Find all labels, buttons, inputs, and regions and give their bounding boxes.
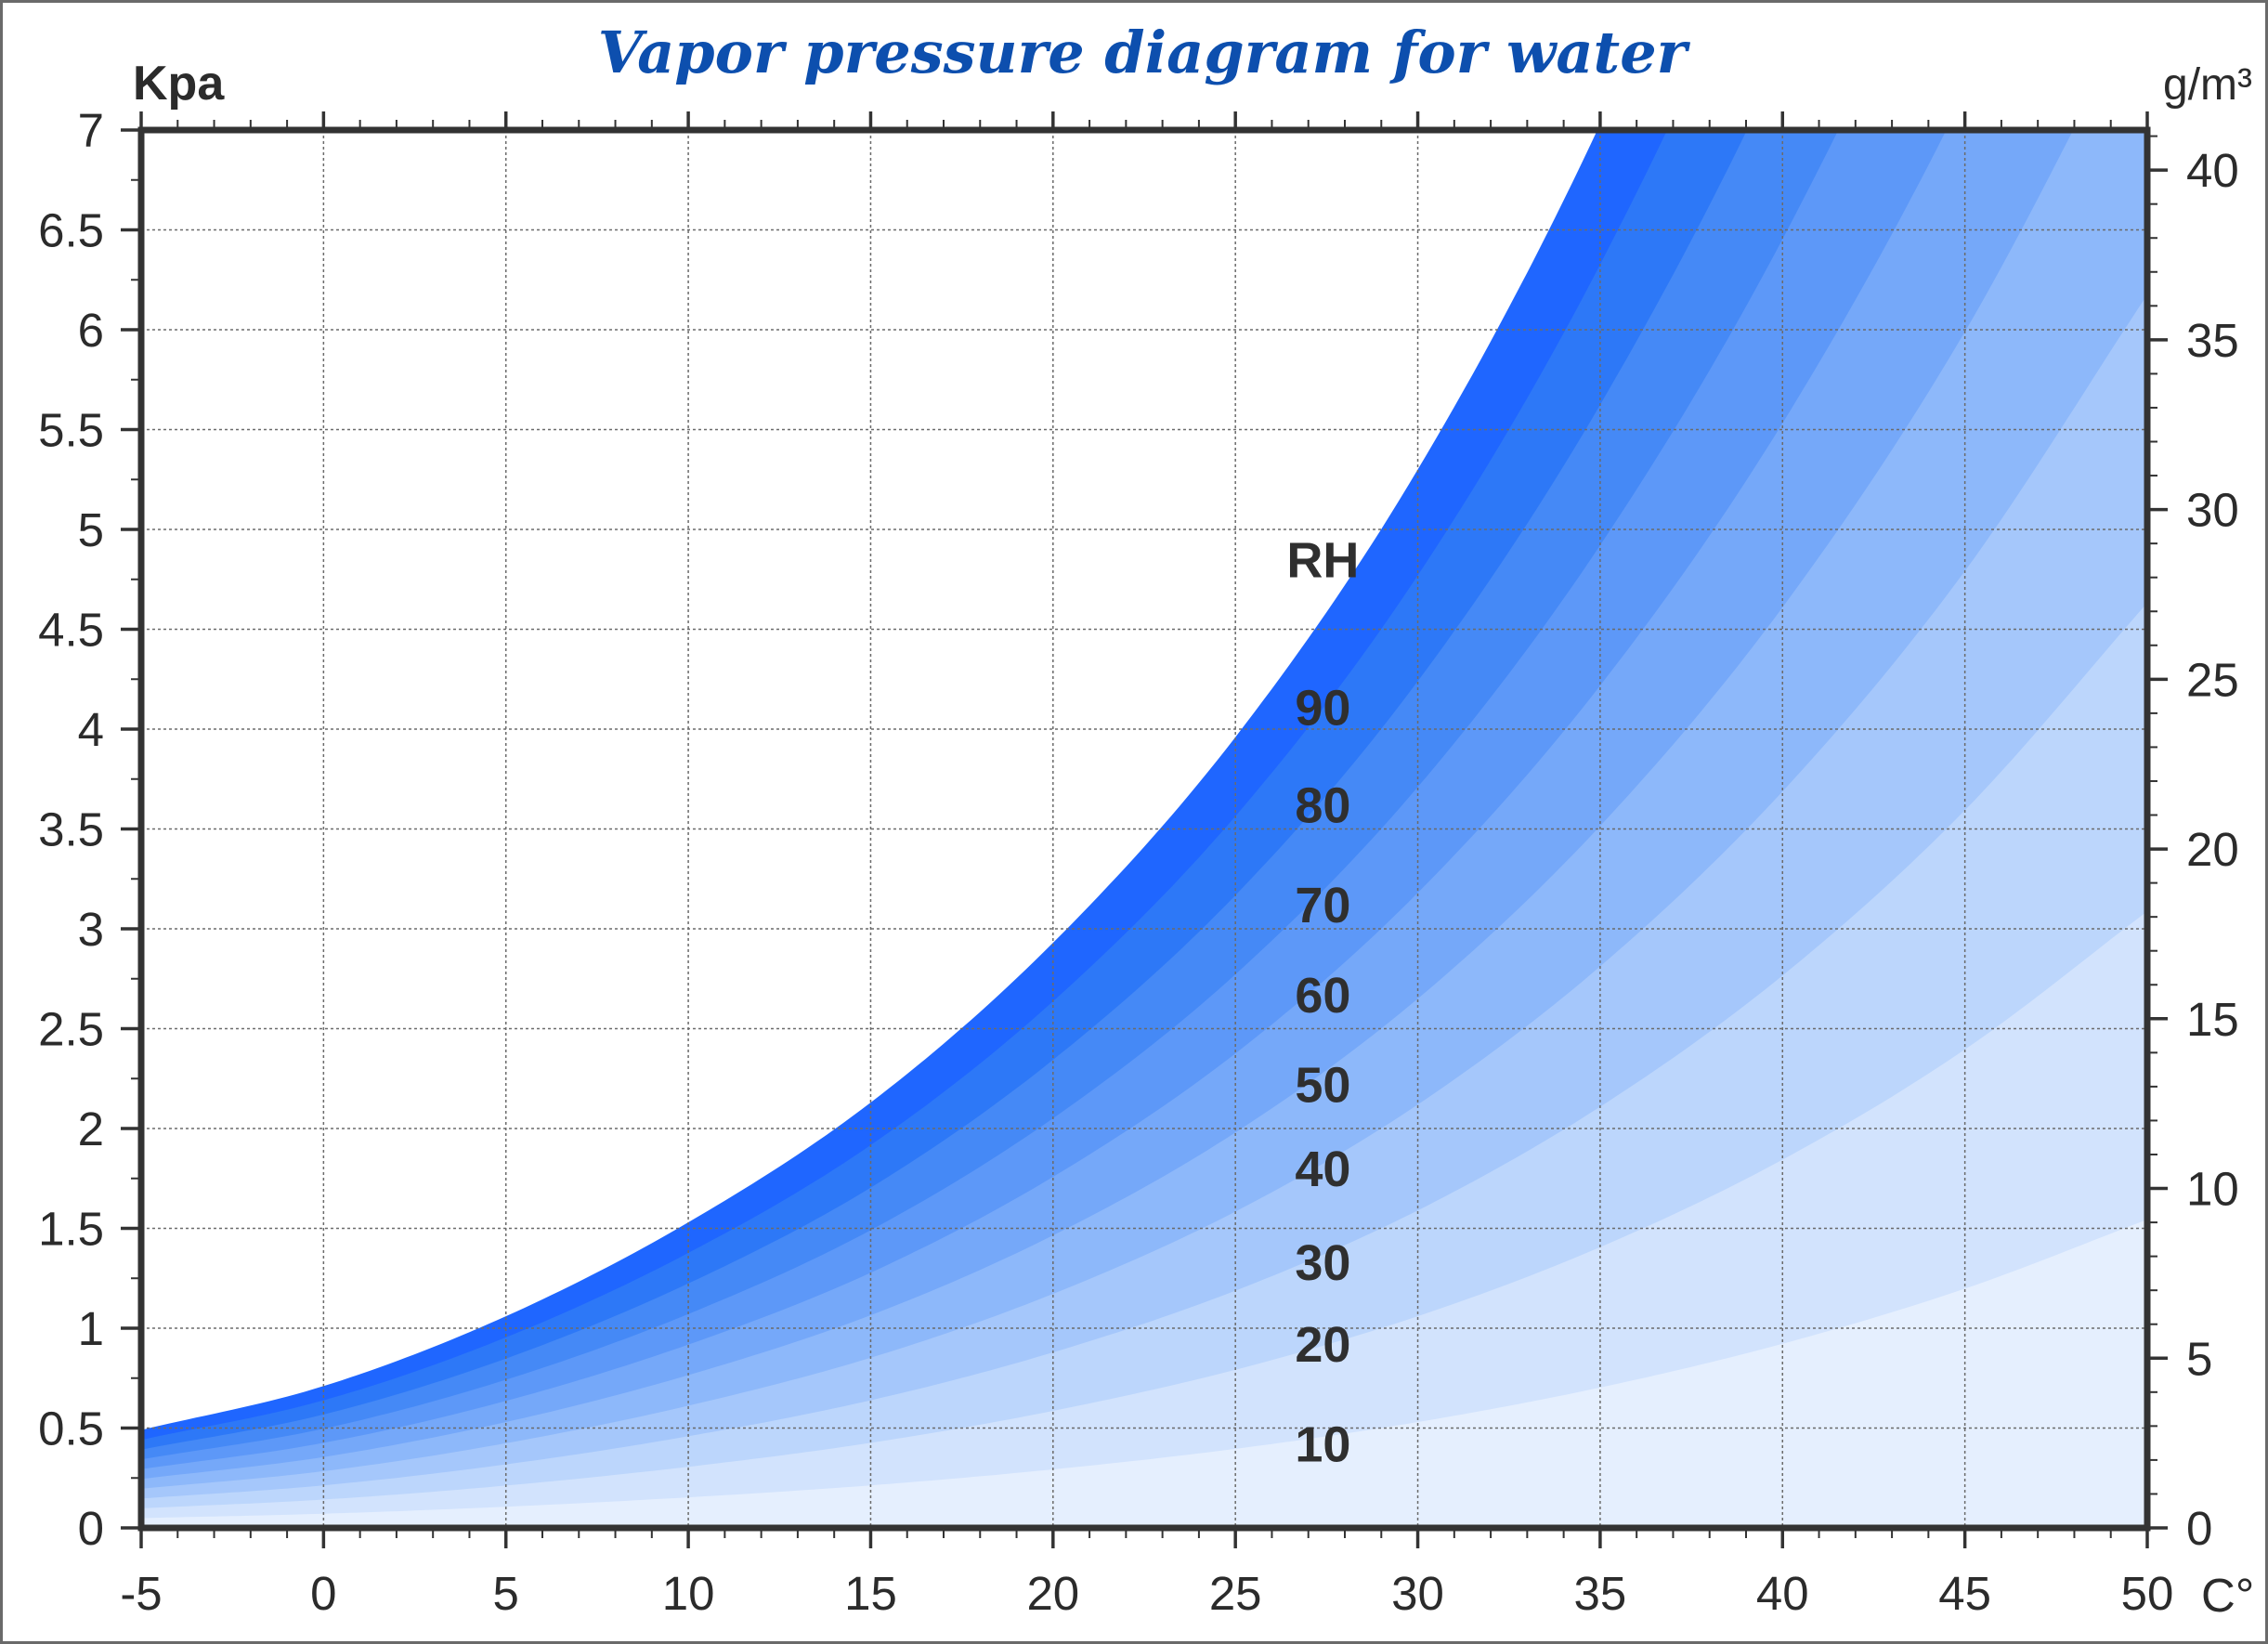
y-tick-label-5: 5 [78, 503, 104, 556]
rh-label-40: 40 [1295, 1142, 1350, 1197]
x-tick-label-5: 5 [493, 1567, 519, 1620]
rh-label-20: 20 [1295, 1317, 1350, 1373]
x-tick-label-40: 40 [1756, 1567, 1809, 1620]
y-tick-label-5.5: 5.5 [38, 404, 104, 457]
y-tick-label-1: 1 [78, 1302, 104, 1355]
y-tick-label-6.5: 6.5 [38, 204, 104, 257]
rh-labels: RH 90 80 70 60 50 40 30 20 10 [1286, 532, 1359, 1472]
x-tick-label-45: 45 [1938, 1567, 1991, 1620]
rh-band-10 [141, 1220, 2147, 1528]
y2-tick-label-30: 30 [2186, 484, 2239, 537]
rh-label-30: 30 [1295, 1235, 1350, 1291]
x-tick-label-30: 30 [1391, 1567, 1444, 1620]
rh-label-90: 90 [1295, 680, 1350, 736]
axis-tick-labels: -5 0 5 10 15 20 25 30 35 40 45 5000.511.522.533.544… [38, 104, 2239, 1620]
grid-lines [141, 130, 2147, 1528]
rh-label-70: 70 [1295, 878, 1350, 933]
x-tick-label-15: 15 [844, 1567, 897, 1620]
y2-tick-label-0: 0 [2186, 1502, 2212, 1555]
rh-bands [141, 130, 2147, 1528]
rh-label-50: 50 [1295, 1058, 1350, 1114]
y-tick-label-0: 0 [78, 1502, 104, 1555]
y-tick-label-7: 7 [78, 104, 104, 157]
y-tick-label-3.5: 3.5 [38, 803, 104, 856]
y-tick-label-6: 6 [78, 304, 104, 357]
rh-label-10: 10 [1295, 1417, 1350, 1473]
y2-tick-label-25: 25 [2186, 653, 2239, 706]
y2-tick-label-20: 20 [2186, 823, 2239, 876]
x-axis-unit-label: C° [2201, 1569, 2254, 1622]
y2-tick-label-10: 10 [2186, 1163, 2239, 1216]
y-axis-unit-label: Kpa [133, 57, 225, 111]
x-tick-label-20: 20 [1026, 1567, 1079, 1620]
plot-frame [137, 126, 2151, 1532]
y-tick-label-0.5: 0.5 [38, 1403, 104, 1455]
y-tick-label-4: 4 [78, 703, 104, 756]
y2-tick-label-35: 35 [2186, 314, 2239, 367]
x-tick-label-50: 50 [2121, 1567, 2174, 1620]
x-tick-label-25: 25 [1209, 1567, 1262, 1620]
y-tick-label-3: 3 [78, 903, 104, 956]
x-tick-label-10: 10 [662, 1567, 715, 1620]
y2-tick-label-15: 15 [2186, 993, 2239, 1046]
y2-axis-unit-label: g/m³ [2163, 60, 2252, 110]
rh-label-80: 80 [1295, 778, 1350, 834]
y-tick-label-2.5: 2.5 [38, 1003, 104, 1056]
x-tick-label--5: -5 [120, 1567, 162, 1620]
y-tick-label-1.5: 1.5 [38, 1203, 104, 1256]
y-tick-label-4.5: 4.5 [38, 604, 104, 657]
chart-title: Vapor pressure diagram for water [598, 19, 1691, 86]
x-tick-label-35: 35 [1574, 1567, 1627, 1620]
x-tick-label-0: 0 [310, 1567, 336, 1620]
rh-title: RH [1286, 532, 1359, 588]
rh-label-60: 60 [1295, 968, 1350, 1024]
y2-tick-label-5: 5 [2186, 1332, 2212, 1385]
rh-band-20 [141, 911, 2147, 1528]
y2-tick-label-40: 40 [2186, 144, 2239, 197]
y-tick-label-2: 2 [78, 1103, 104, 1155]
